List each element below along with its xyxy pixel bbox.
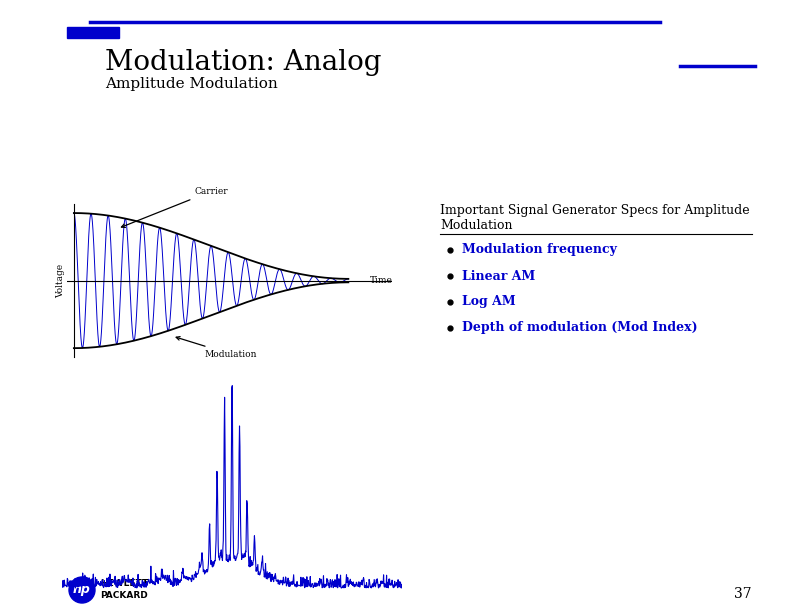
Circle shape	[69, 577, 95, 603]
Text: Voltage: Voltage	[56, 264, 66, 297]
Text: Modulation frequency: Modulation frequency	[462, 244, 617, 256]
Text: PACKARD: PACKARD	[100, 591, 148, 600]
Text: Modulation: Analog: Modulation: Analog	[105, 49, 382, 76]
Text: Modulation: Modulation	[176, 337, 257, 359]
Text: Depth of modulation (Mod Index): Depth of modulation (Mod Index)	[462, 321, 698, 335]
Text: Important Signal Generator Specs for Amplitude: Important Signal Generator Specs for Amp…	[440, 204, 749, 217]
Text: Time: Time	[370, 276, 393, 285]
Text: Linear AM: Linear AM	[462, 269, 535, 283]
Text: Log AM: Log AM	[462, 296, 516, 308]
Text: Carrier: Carrier	[121, 187, 227, 228]
Text: HEWLETT: HEWLETT	[100, 580, 148, 589]
Text: Amplitude Modulation: Amplitude Modulation	[105, 77, 278, 91]
Bar	[67, 27, 119, 38]
Text: 37: 37	[734, 587, 752, 601]
Text: hp: hp	[73, 583, 91, 597]
Text: Modulation: Modulation	[440, 219, 512, 232]
